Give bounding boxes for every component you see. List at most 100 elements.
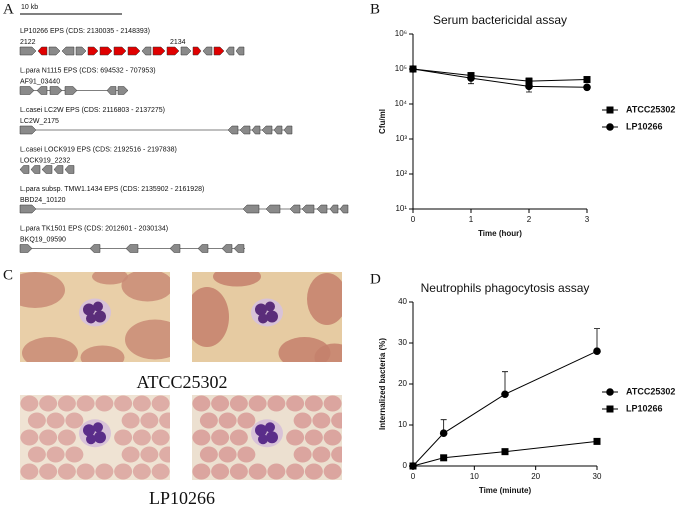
scale-label: 10 kb xyxy=(21,4,38,11)
gene-arrow xyxy=(273,125,283,135)
x-tick-label: 3 xyxy=(585,215,590,224)
red-cell xyxy=(76,395,95,412)
gene-arrow xyxy=(75,46,87,56)
gene-arrow xyxy=(221,244,233,253)
legend-label: ATCC25302 xyxy=(626,104,675,114)
cluster-title: LP10266 EPS (CDS: 2130035 - 2148393) xyxy=(20,28,150,35)
nucleus-lobe xyxy=(93,422,103,433)
cluster-title: L.casei LOCK919 EPS (CDS: 2192516 - 2197… xyxy=(20,146,177,153)
data-point xyxy=(409,65,417,73)
gene-arrow xyxy=(169,244,181,253)
red-cell xyxy=(267,395,286,412)
nucleus-lobe xyxy=(258,313,268,324)
gene-arrow xyxy=(99,46,113,56)
legend-marker xyxy=(606,388,614,396)
red-cell xyxy=(39,429,58,446)
data-point xyxy=(440,454,448,462)
red-cell xyxy=(192,429,211,446)
red-cell xyxy=(92,272,128,285)
red-cell xyxy=(22,337,78,362)
data-point xyxy=(583,76,591,84)
y-tick-label: 10⁴ xyxy=(395,99,408,108)
red-cell xyxy=(192,287,229,347)
gene-arrow xyxy=(49,86,63,95)
red-cell xyxy=(331,446,342,463)
data-point xyxy=(409,462,417,470)
red-cell xyxy=(20,272,65,308)
red-cell xyxy=(237,446,256,463)
panel-label: B xyxy=(370,1,380,17)
red-cell xyxy=(46,412,65,429)
red-cell xyxy=(76,463,95,480)
gene-arrow xyxy=(152,46,166,56)
gene-arrow xyxy=(329,204,339,214)
red-cell xyxy=(57,395,76,412)
red-cell xyxy=(229,429,248,446)
red-cell xyxy=(27,446,46,463)
red-cell xyxy=(211,463,230,480)
red-cell xyxy=(248,463,267,480)
x-tick-label: 20 xyxy=(531,472,540,481)
red-cell xyxy=(293,412,312,429)
red-cell xyxy=(218,412,237,429)
gene-arrow xyxy=(117,86,129,95)
series-line xyxy=(412,440,598,467)
red-cell xyxy=(159,446,170,463)
cluster-title: L.para subsp. TMW1.1434 EPS (CDS: 213590… xyxy=(20,186,204,193)
data-point xyxy=(439,429,448,438)
y-tick-label: 30 xyxy=(398,338,407,347)
nucleus-lobe xyxy=(255,303,267,316)
nucleus-lobe xyxy=(265,301,275,312)
gene-arrow xyxy=(213,46,225,56)
red-cell xyxy=(286,395,305,412)
red-cell xyxy=(312,446,331,463)
gene-arrow xyxy=(289,204,301,214)
gene-arrow xyxy=(192,46,202,56)
data-point xyxy=(501,390,509,399)
chart-title: Serum bactericidal assay xyxy=(433,13,567,27)
gene-arrow xyxy=(125,244,139,253)
nucleus-lobe xyxy=(83,303,95,316)
gene-arrow xyxy=(87,46,99,56)
gene-arrow xyxy=(19,46,37,56)
x-tick-label: 10 xyxy=(470,472,479,481)
red-cell xyxy=(46,446,65,463)
red-cell xyxy=(304,429,323,446)
panel-label: D xyxy=(370,271,381,287)
nucleus-lobe xyxy=(258,434,268,445)
gene-arrow xyxy=(339,204,349,214)
red-cell xyxy=(192,395,211,412)
gene-arrow xyxy=(106,86,117,95)
red-cell xyxy=(114,429,133,446)
micrograph xyxy=(20,395,170,480)
red-cell xyxy=(312,412,331,429)
red-cell xyxy=(323,429,342,446)
y-tick-label: 40 xyxy=(398,297,407,306)
locus-label: AF91_03440 xyxy=(20,78,60,85)
legend-marker xyxy=(606,123,614,131)
data-point xyxy=(467,74,475,82)
x-tick-label: 1 xyxy=(469,215,474,224)
red-cell xyxy=(140,412,159,429)
gene-arrow xyxy=(251,125,261,135)
gene-arrow xyxy=(64,86,78,95)
red-cell xyxy=(57,463,76,480)
y-tick-label: 10³ xyxy=(395,134,407,143)
data-point xyxy=(593,347,601,356)
micrograph xyxy=(20,272,170,362)
red-cell xyxy=(304,395,323,412)
red-cell xyxy=(57,429,76,446)
gene-arrow xyxy=(19,244,33,253)
legend-label: LP10266 xyxy=(626,403,663,413)
gene-arrow xyxy=(227,125,239,135)
red-cell xyxy=(192,463,211,480)
y-tick-label: 10¹ xyxy=(395,204,407,213)
red-cell xyxy=(314,343,342,362)
gene-arrow xyxy=(197,244,209,253)
red-cell xyxy=(218,446,237,463)
gene-arrow xyxy=(261,125,273,135)
gene-arrow xyxy=(239,125,251,135)
micrograph xyxy=(192,272,342,362)
y-axis-label: Internalized bacteria (%) xyxy=(378,338,387,430)
red-cell xyxy=(20,429,39,446)
